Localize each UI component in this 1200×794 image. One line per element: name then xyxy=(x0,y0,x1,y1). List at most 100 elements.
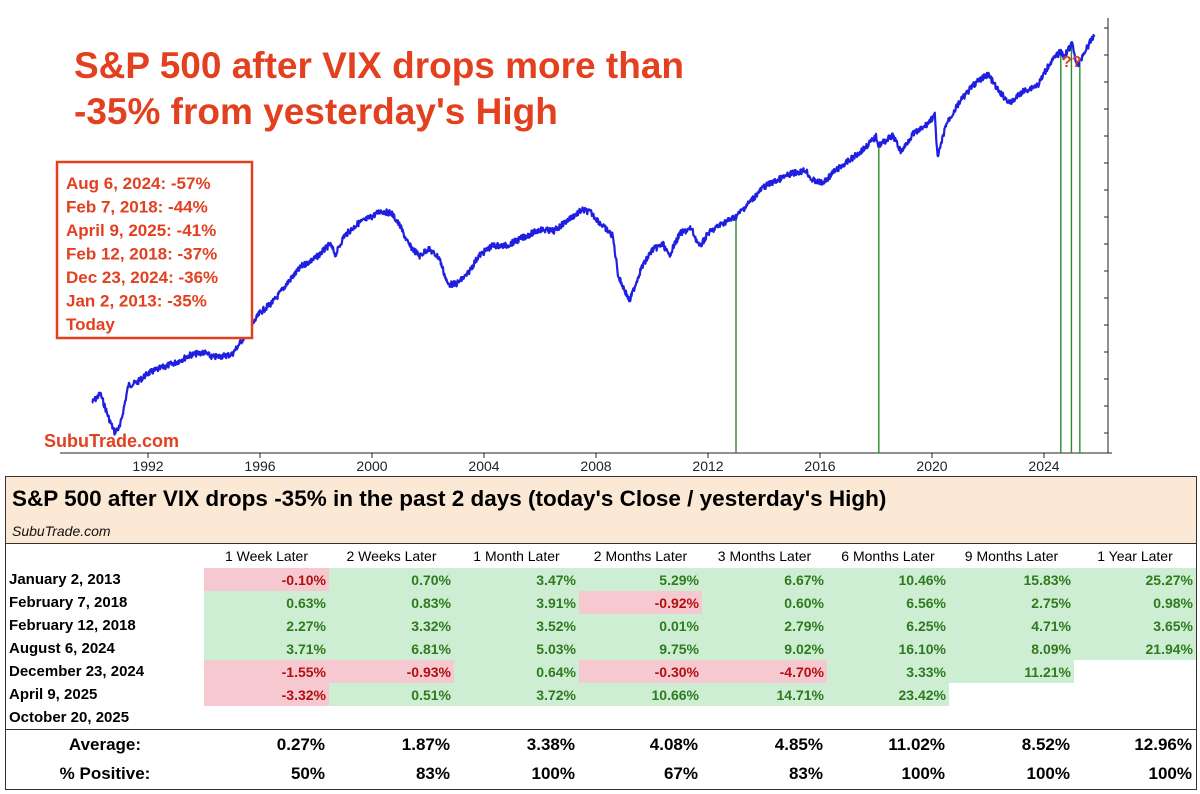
summary-cell: 67% xyxy=(663,763,698,783)
return-cell: 6.81% xyxy=(329,637,454,660)
return-cell: -0.10% xyxy=(204,568,329,591)
return-cell: 9.75% xyxy=(579,637,702,660)
return-cell: 0.60% xyxy=(702,591,827,614)
table-row: October 20, 2025 xyxy=(6,706,1196,730)
return-cell: 3.52% xyxy=(454,614,579,637)
return-cell: 3.32% xyxy=(329,614,454,637)
return-cell xyxy=(329,706,454,730)
row-date: January 2, 2013 xyxy=(9,571,121,588)
column-header: 1 Week Later xyxy=(224,547,308,564)
legend-entry: Feb 7, 2018: -44% xyxy=(66,198,208,217)
return-cell: 10.66% xyxy=(579,683,702,706)
return-cell xyxy=(1074,660,1196,683)
summary-cell: 100% xyxy=(1148,763,1192,783)
column-header: 2 Weeks Later xyxy=(346,547,437,564)
row-date: April 9, 2025 xyxy=(9,686,98,703)
return-cell xyxy=(949,683,1074,706)
legend-entry: April 9, 2025: -41% xyxy=(66,221,216,240)
return-cell xyxy=(579,706,702,730)
table-row: February 12, 2018 2.27% 3.32% 3.52% 0.01% 2.7… xyxy=(6,614,1196,637)
return-cell: 25.27% xyxy=(1074,568,1196,591)
row-date: August 6, 2024 xyxy=(9,640,115,657)
return-cell: 2.79% xyxy=(702,614,827,637)
chart-title-line-2: -35% from yesterday's High xyxy=(74,91,558,132)
results-table-panel: S&P 500 after VIX drops -35% in the past… xyxy=(5,476,1197,790)
table-row: December 23, 2024 -1.55% -0.93% 0.64% -0.30%… xyxy=(6,660,1196,683)
return-cell: 5.03% xyxy=(454,637,579,660)
return-cell: 0.83% xyxy=(329,591,454,614)
return-cell: 5.29% xyxy=(579,568,702,591)
column-header: 1 Month Later xyxy=(473,547,560,564)
return-cell: 0.64% xyxy=(454,660,579,683)
summary-cell: 0.27% xyxy=(204,729,329,759)
summary-cell: 83% xyxy=(415,763,450,783)
chart-area: 1992 1996 2000 2004 2008 2012 2016 2020 2024 S&P… xyxy=(44,18,1112,474)
brand-watermark: SubuTrade.com xyxy=(44,431,179,451)
x-tick-label: 2000 xyxy=(356,458,387,474)
return-cell xyxy=(827,706,949,730)
return-cell xyxy=(204,706,329,730)
x-tick-label: 2020 xyxy=(916,458,947,474)
x-tick-label: 2008 xyxy=(580,458,611,474)
return-cell xyxy=(454,706,579,730)
summary-cell: 11.02% xyxy=(827,729,949,759)
question-marks: ?? xyxy=(1062,54,1082,71)
summary-row: % Positive: 50% 83% 100% 67% 83% 100% 100% 100% xyxy=(6,759,1196,788)
table-row: April 9, 2025 -3.32% 0.51% 3.72% 10.66% 14.71… xyxy=(6,683,1196,706)
return-cell: 0.63% xyxy=(204,591,329,614)
return-cell: 2.75% xyxy=(949,591,1074,614)
return-cell: -0.93% xyxy=(329,660,454,683)
column-header: 3 Months Later xyxy=(717,547,812,564)
summary-cell: 100% xyxy=(531,763,575,783)
row-date: December 23, 2024 xyxy=(9,663,145,680)
return-cell: -1.55% xyxy=(204,660,329,683)
return-cell: 11.21% xyxy=(949,660,1074,683)
row-date: February 7, 2018 xyxy=(9,594,128,611)
column-header: 9 Months Later xyxy=(964,547,1059,564)
return-cell xyxy=(702,706,827,730)
summary-cell: 50% xyxy=(290,763,325,783)
table-source: SubuTrade.com xyxy=(12,523,111,539)
legend-entry: Jan 2, 2013: -35% xyxy=(66,292,207,311)
summary-label: % Positive: xyxy=(59,763,151,783)
return-cell: 0.98% xyxy=(1074,591,1196,614)
x-tick-label: 2024 xyxy=(1028,458,1059,474)
x-tick-label: 2004 xyxy=(468,458,499,474)
summary-cell: 100% xyxy=(901,763,945,783)
x-tick-label: 1996 xyxy=(244,458,275,474)
legend-entry: Dec 23, 2024: -36% xyxy=(66,268,218,287)
return-cell: 3.33% xyxy=(827,660,949,683)
summary-label: Average: xyxy=(6,729,204,759)
return-cell xyxy=(1074,706,1196,730)
legend-entry: Feb 12, 2018: -37% xyxy=(66,245,217,264)
legend-box xyxy=(55,160,254,340)
results-table: 1 Week Later 2 Weeks Later 1 Month Later 2 … xyxy=(6,543,1196,788)
row-date: February 12, 2018 xyxy=(9,617,136,634)
summary-cell: 4.08% xyxy=(579,729,702,759)
return-cell: 6.56% xyxy=(827,591,949,614)
return-cell: 10.46% xyxy=(827,568,949,591)
chart-title-line-1: S&P 500 after VIX drops more than xyxy=(74,45,684,86)
summary-cell: 3.38% xyxy=(454,729,579,759)
x-tick-label: 2012 xyxy=(692,458,723,474)
return-cell: -0.92% xyxy=(579,591,702,614)
return-cell: 3.72% xyxy=(454,683,579,706)
table-row: January 2, 2013 -0.10% 0.70% 3.47% 5.29% 6.67… xyxy=(6,568,1196,591)
return-cell: -0.30% xyxy=(579,660,702,683)
summary-row: Average: 0.27% 1.87% 3.38% 4.08% 4.85% 11.02% 8… xyxy=(6,729,1196,759)
return-cell: 3.71% xyxy=(204,637,329,660)
header-blank xyxy=(6,543,204,568)
legend-entry: Aug 6, 2024: -57% xyxy=(66,174,211,193)
legend-entry: Today xyxy=(66,315,115,334)
return-cell: 6.25% xyxy=(827,614,949,637)
table-row: August 6, 2024 3.71% 6.81% 5.03% 9.75% 9.02% 1… xyxy=(6,637,1196,660)
return-cell: 3.47% xyxy=(454,568,579,591)
x-tick-label: 1992 xyxy=(132,458,163,474)
table-row: February 7, 2018 0.63% 0.83% 3.91% -0.92% 0.6… xyxy=(6,591,1196,614)
column-header: 1 Year Later xyxy=(1097,547,1173,564)
return-cell xyxy=(1074,683,1196,706)
summary-cell: 100% xyxy=(1026,763,1070,783)
return-cell: 0.51% xyxy=(329,683,454,706)
return-cell: 0.70% xyxy=(329,568,454,591)
return-cell: 23.42% xyxy=(827,683,949,706)
